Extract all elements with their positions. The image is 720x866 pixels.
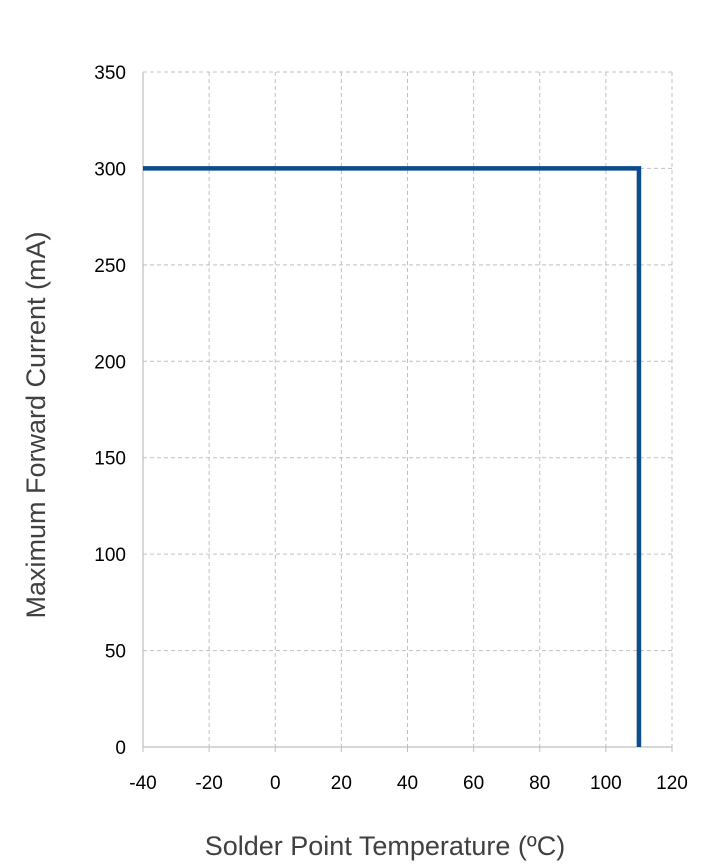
- x-tick-label: 120: [656, 773, 688, 794]
- x-tick-label: 40: [397, 773, 418, 794]
- x-tick-label: 0: [270, 773, 281, 794]
- series-layer: [143, 166, 642, 747]
- x-tick-labels: -40 -20 0 20 40 60 80 100 120: [129, 773, 688, 794]
- y-tick-labels: 0 50 100 150 200 250 300 350: [94, 63, 126, 759]
- y-tick-label: 250: [94, 256, 126, 277]
- y-tick-label: 0: [115, 738, 126, 759]
- y-tick-label: 300: [94, 159, 126, 180]
- y-tick-label: 50: [105, 642, 126, 663]
- axes: [142, 72, 673, 752]
- series-line: [143, 166, 642, 747]
- x-tick-label: 80: [529, 773, 550, 794]
- x-axis-title: Solder Point Temperature (ºC): [205, 831, 566, 861]
- y-tick-label: 200: [94, 352, 126, 373]
- x-tick-label: 60: [463, 773, 484, 794]
- y-tick-label: 350: [94, 63, 126, 84]
- grid: [143, 71, 673, 747]
- x-tick-label: -20: [195, 773, 222, 794]
- x-tick-label: 100: [590, 773, 622, 794]
- y-axis-title: Maximum Forward Current (mA): [21, 231, 51, 618]
- y-tick-label: 150: [94, 449, 126, 470]
- x-tick-label: -40: [129, 773, 156, 794]
- y-tick-label: 100: [94, 545, 126, 566]
- x-tick-label: 20: [331, 773, 352, 794]
